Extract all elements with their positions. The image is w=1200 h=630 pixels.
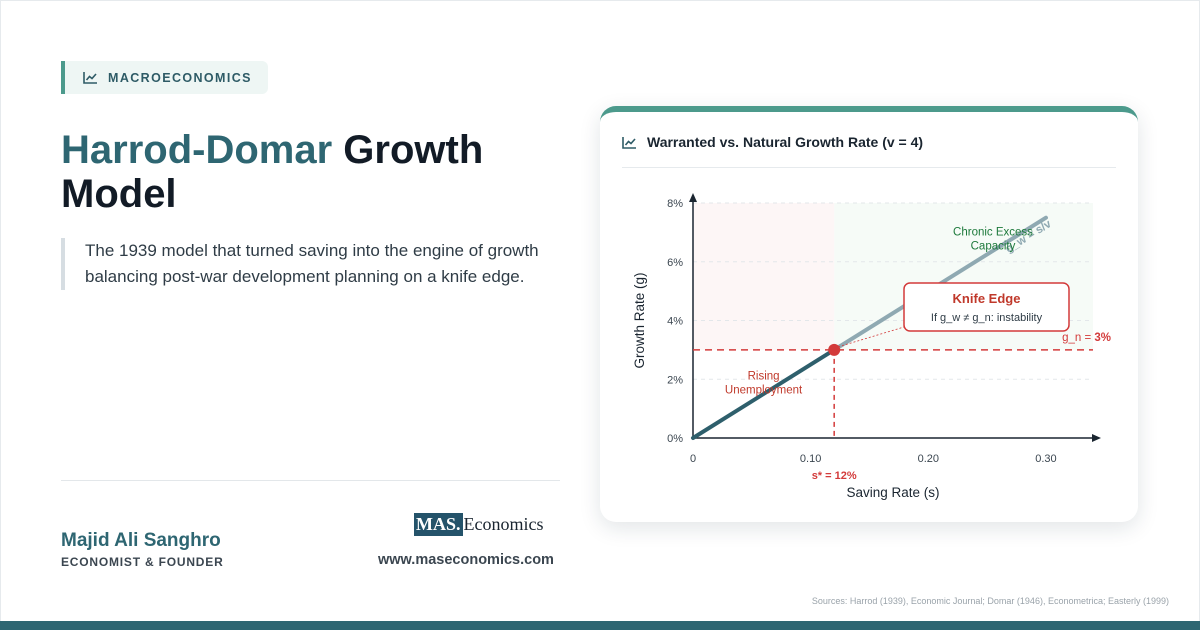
brand-logo: MAS. Economics: [414, 513, 543, 536]
card-header: Warranted vs. Natural Growth Rate (v = 4…: [622, 134, 1116, 168]
trend-line-icon: [622, 137, 636, 149]
callout-box: [903, 282, 1070, 332]
logo-economics: Economics: [463, 514, 544, 534]
title-accent: Harrod-Domar: [61, 128, 333, 172]
region-label-excess-capacity: Capacity: [971, 240, 1016, 252]
logo-mas: MAS.: [414, 513, 463, 536]
region-unemployment-shade: [693, 203, 835, 350]
natural-line-label-value: 3%: [1094, 332, 1111, 344]
x-tick-label: 0.30: [1035, 453, 1056, 465]
equilibrium-label: s* = 12%: [812, 470, 857, 482]
lead-paragraph: The 1939 model that turned saving into t…: [61, 238, 551, 290]
region-label-unemployment: Unemployment: [725, 384, 803, 396]
x-axis-label: Saving Rate (s): [846, 485, 939, 500]
y-axis-arrow: [689, 193, 697, 202]
callout-title: Knife Edge: [953, 291, 1021, 306]
title-rest: Growth Model: [61, 128, 484, 216]
x-axis-arrow: [1092, 434, 1101, 442]
author-role: ECONOMIST & FOUNDER: [61, 555, 224, 569]
growth-chart: 0% 2% 4% 6% 8% 0 0.10 0.20 0.30 Saving Rate (s) Gr…: [632, 193, 1111, 500]
y-tick-label: 8%: [667, 198, 683, 210]
natural-line-label-prefix: g_n =: [1062, 332, 1094, 344]
divider: [61, 480, 560, 481]
equilibrium-point: [828, 343, 841, 356]
y-tick-label: 6%: [667, 257, 683, 269]
card-title: Warranted vs. Natural Growth Rate (v = 4…: [647, 134, 924, 150]
y-tick-label: 2%: [667, 374, 683, 386]
callout-leader: [838, 326, 905, 348]
sources-note: Sources: Harrod (1939), Economic Journal…: [811, 596, 1169, 606]
x-tick-label: 0: [690, 453, 696, 465]
website-link[interactable]: www.maseconomics.com: [378, 552, 554, 568]
region-label-excess-capacity: Chronic Excess: [953, 226, 1033, 238]
trend-line-icon: [83, 72, 97, 84]
page-title: Harrod-Domar Growth Model: [61, 128, 561, 216]
region-label-unemployment: Rising: [748, 370, 780, 382]
warranted-growth-line: [691, 215, 1048, 440]
x-tick-label: 0.10: [800, 453, 821, 465]
callout-text: If g_w ≠ g_n: instability: [931, 312, 1043, 324]
x-tick-label: 0.20: [918, 453, 939, 465]
chart-card: Warranted vs. Natural Growth Rate (v = 4…: [600, 106, 1138, 522]
bottom-bar: [0, 621, 1200, 630]
category-badge: MACROECONOMICS: [61, 61, 268, 94]
y-tick-label: 4%: [667, 316, 683, 328]
y-tick-label: 0%: [667, 433, 683, 445]
category-label: MACROECONOMICS: [108, 70, 252, 85]
author-name: Majid Ali Sanghro: [61, 530, 221, 551]
y-axis-label: Growth Rate (g): [632, 272, 647, 368]
natural-line-label: g_n = 3%: [1062, 332, 1111, 344]
